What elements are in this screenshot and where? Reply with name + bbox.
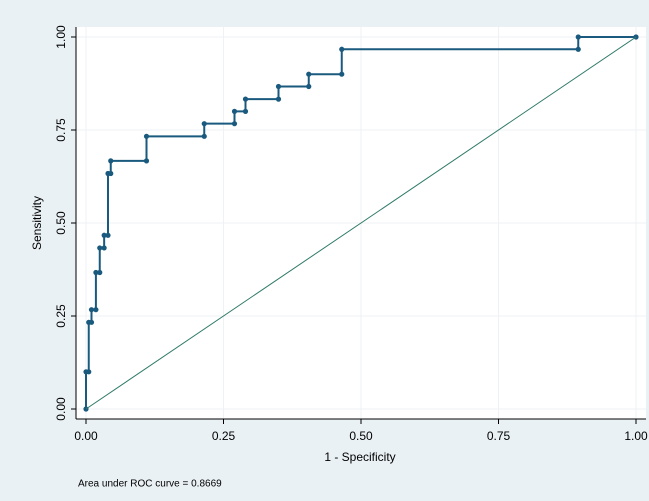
point (143, 158, 150, 164)
point (88, 307, 95, 313)
point (242, 108, 249, 114)
point (231, 121, 238, 127)
x-tick-label: 1.00 (624, 429, 648, 443)
y-tick-label: 1.00 (54, 25, 68, 49)
point (201, 121, 207, 127)
point (101, 232, 107, 238)
point (575, 46, 581, 52)
point (108, 170, 114, 177)
y-tick-label: 0.25 (54, 304, 68, 328)
point (88, 319, 95, 325)
point (101, 245, 107, 251)
point (231, 108, 238, 114)
annotation: Area under ROC curve = 0.8669 (78, 479, 222, 490)
point (93, 307, 99, 313)
y-tick-label: 0.50 (54, 211, 68, 235)
point (275, 96, 282, 102)
series-line (85, 36, 637, 410)
point (201, 133, 207, 139)
point (97, 245, 103, 251)
point (339, 71, 345, 77)
y-axis-label: Sensitivity (30, 196, 44, 250)
point (306, 71, 312, 77)
point (105, 232, 111, 238)
point (97, 269, 103, 276)
x-tick-label: 0.50 (349, 429, 373, 443)
x-tick-label: 0.75 (487, 429, 511, 443)
y-tick-label: 0.00 (54, 397, 68, 421)
point (339, 46, 345, 52)
point (275, 83, 282, 90)
point (242, 96, 249, 102)
point (93, 269, 99, 276)
point (86, 369, 92, 375)
point (575, 34, 581, 40)
x-tick-label: 0.00 (74, 429, 98, 443)
x-tick-label: 0.25 (212, 429, 236, 443)
x-axis-label: 1 - Specificity (324, 450, 395, 464)
point (143, 133, 150, 139)
point (108, 158, 114, 164)
y-tick-label: 0.75 (54, 118, 68, 142)
point (306, 83, 312, 90)
